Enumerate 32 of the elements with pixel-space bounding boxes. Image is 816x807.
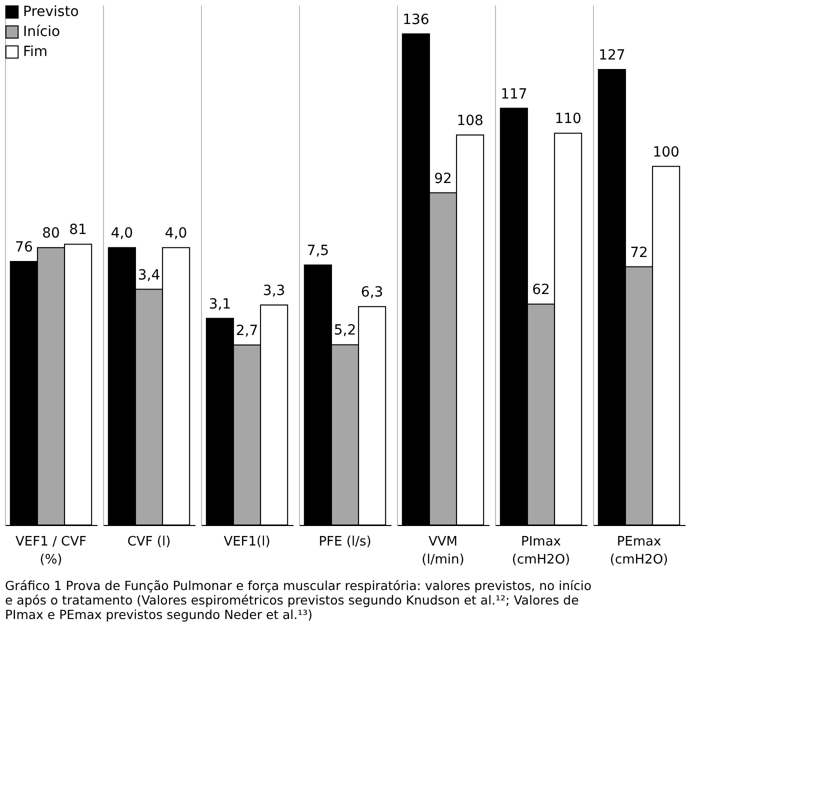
data-label: 117 [500, 86, 528, 102]
legend-label: Previsto [23, 4, 79, 20]
text: Gráfico 1 Prova de Função Pulmonar e força muscular respiratória: valores previstos, no início e após o tratamento (Valores espirométricos previstos segundo Knudson et al.¹²; Valores de PImax e PEmax previstos segundo Neder et al.¹³) [5, 578, 592, 622]
x-tick-label: PEmax (cmH2O) [610, 534, 668, 568]
data-label: 76 [15, 240, 33, 256]
data-label: 3,4 [138, 267, 160, 284]
x-tick-label: CVF (l) [127, 534, 171, 550]
x-tick-label: VEF1 / CVF (%) [16, 534, 86, 568]
data-label: 92 [434, 170, 452, 187]
data-label: 7,5 [306, 243, 330, 259]
data-label: 2,7 [236, 323, 258, 339]
data-label: 100 [652, 144, 680, 160]
legend-label: Fim [23, 44, 48, 60]
data-label: 127 [598, 48, 626, 64]
data-label: 4,0 [164, 226, 188, 242]
data-label: 5,2 [334, 322, 356, 339]
x-tick-label: PFE (l/s) [318, 534, 372, 550]
data-label: 110 [554, 111, 582, 128]
data-label: 108 [456, 113, 484, 129]
data-label: 136 [402, 12, 430, 28]
legend-label: Início [23, 24, 60, 40]
x-tick-label: VVM (l/min) [422, 534, 464, 568]
data-label: 81 [69, 222, 87, 238]
data-label: 3,1 [208, 296, 232, 312]
data-label: 62 [532, 282, 550, 298]
data-label: 4,0 [110, 226, 134, 242]
data-label: 6,3 [360, 284, 384, 301]
data-label: 72 [630, 244, 648, 261]
x-tick-label: PImax (cmH2O) [512, 534, 570, 568]
data-label: 3,3 [262, 283, 286, 299]
data-label: 80 [42, 226, 60, 242]
x-tick-label: VEF1(l) [224, 534, 270, 550]
